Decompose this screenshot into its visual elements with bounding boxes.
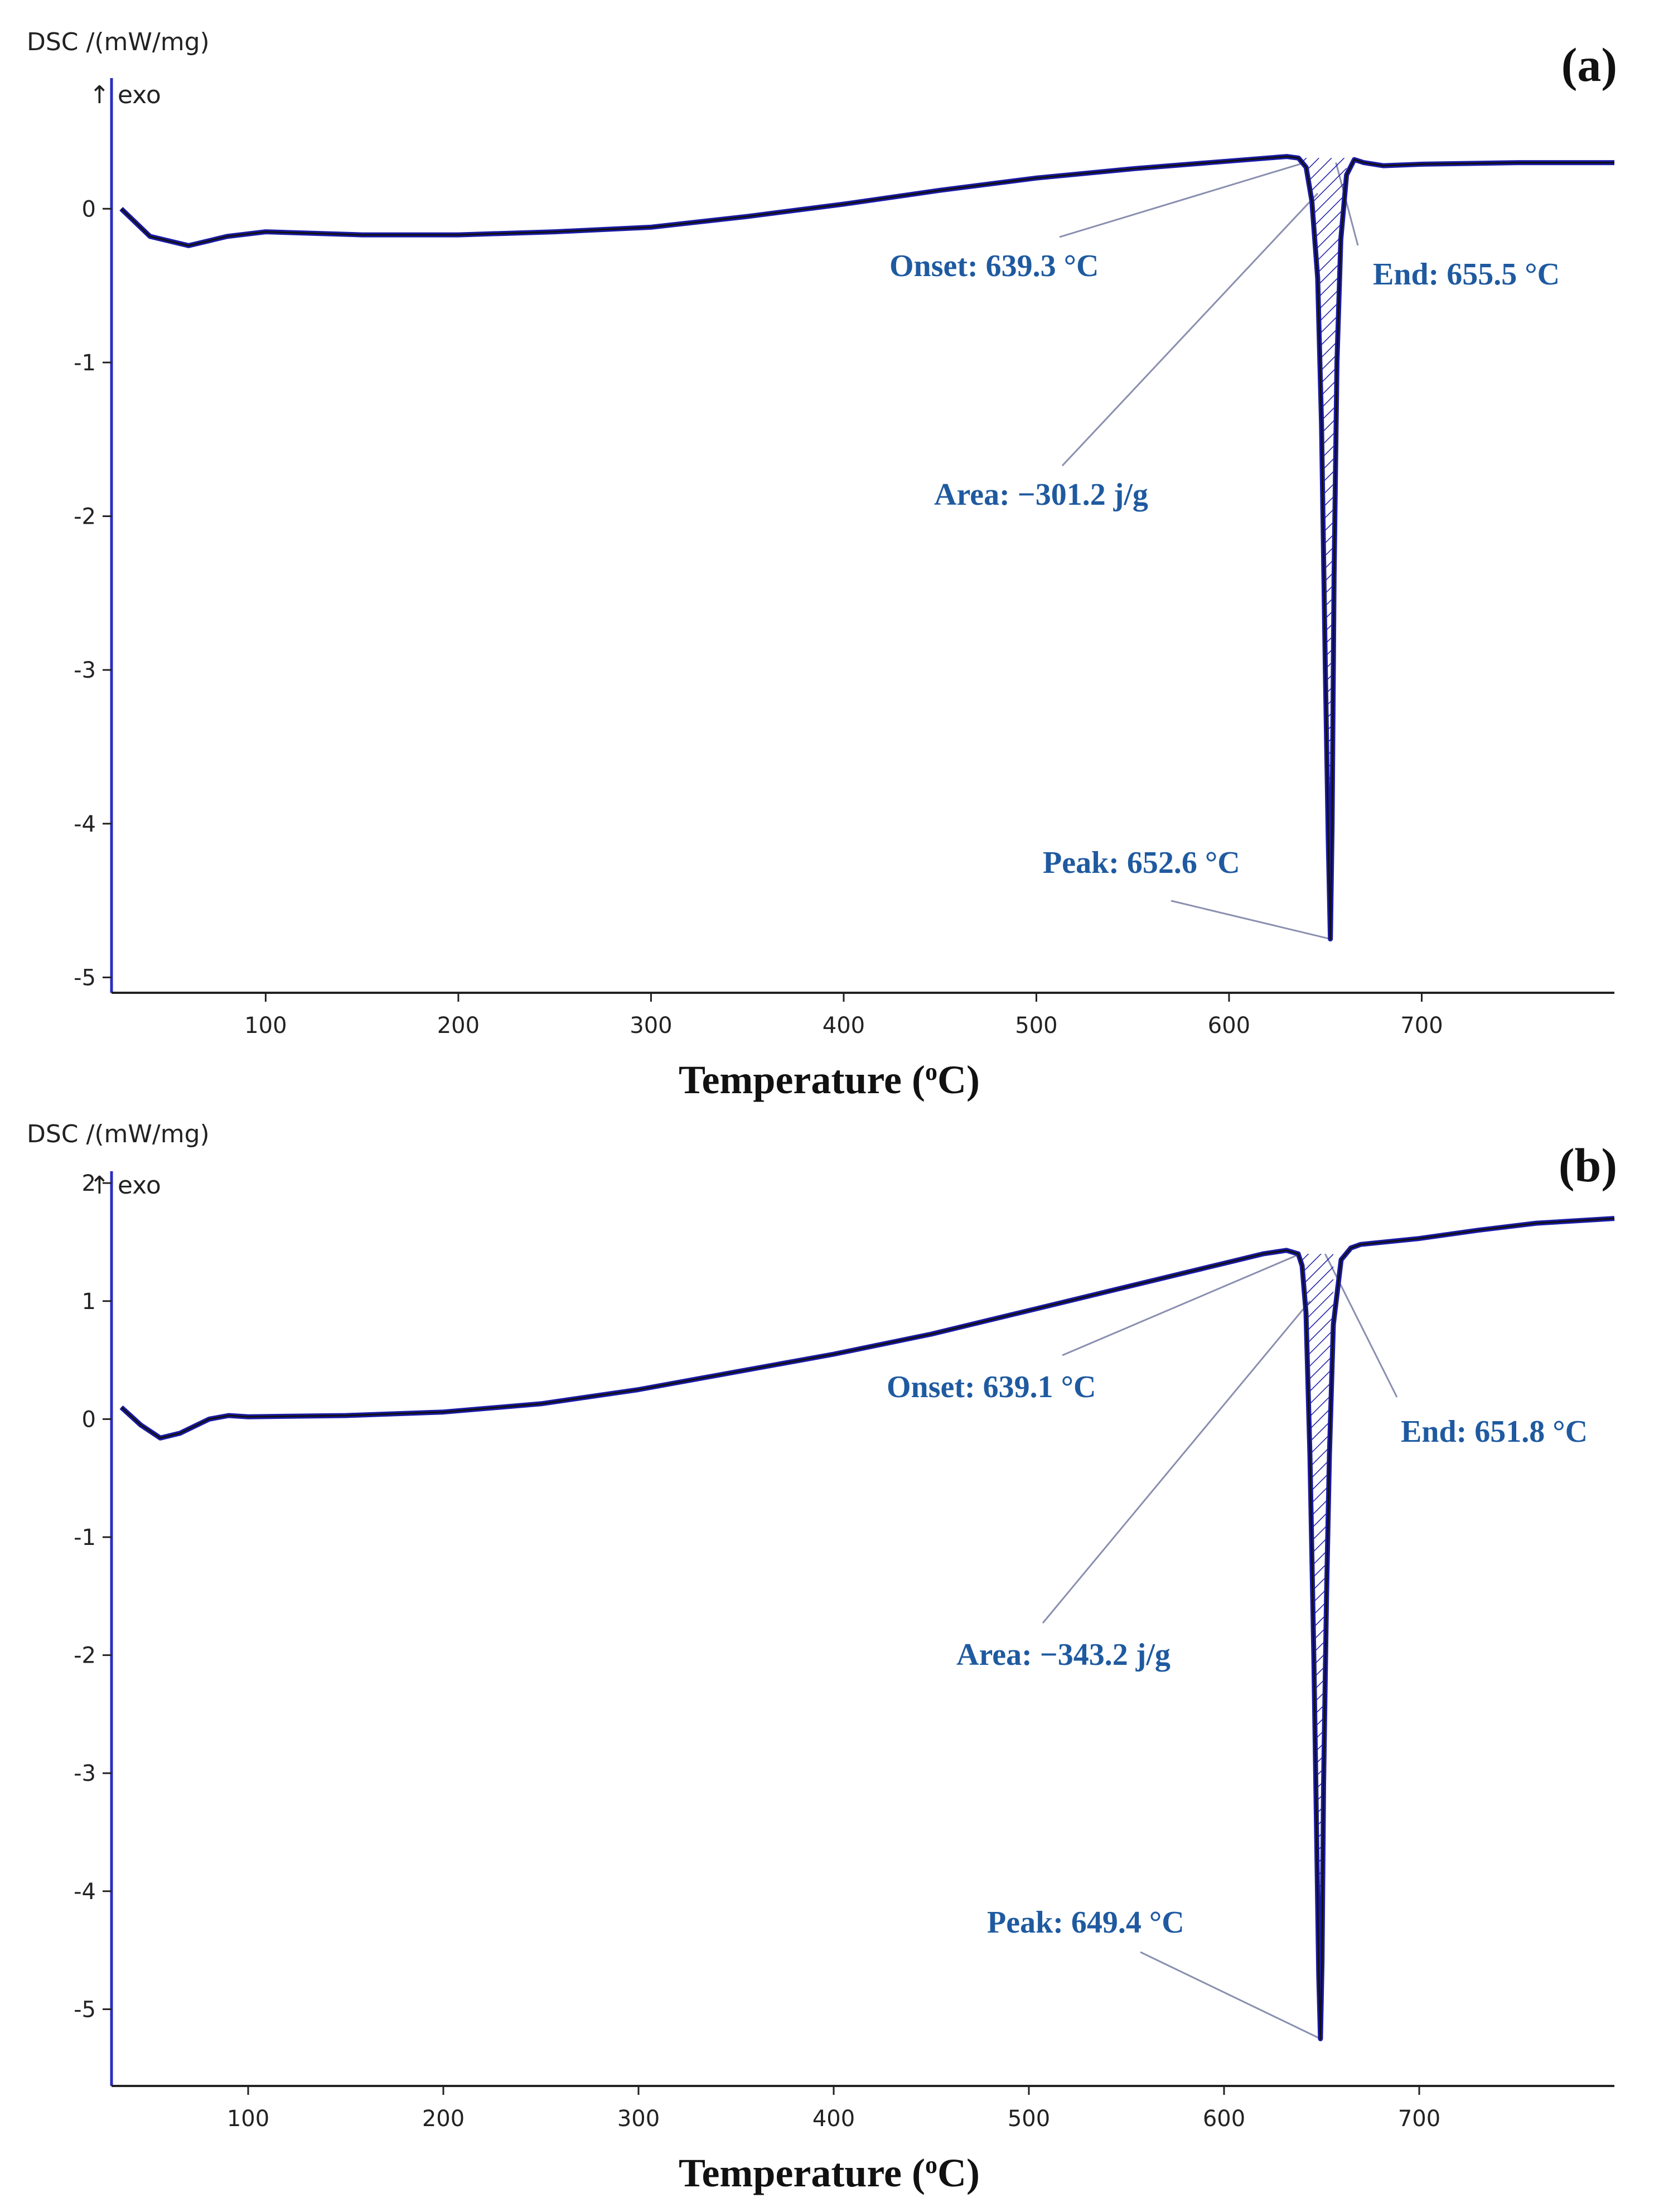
- panel-label: (b): [1559, 1138, 1617, 1192]
- annotation-leader-line: [1324, 1253, 1398, 1398]
- annotation-leader-line: [1171, 900, 1331, 940]
- panel-label: (a): [1561, 38, 1617, 91]
- x-tick-label: 400: [823, 1013, 865, 1039]
- x-tick-label: 200: [437, 1013, 480, 1039]
- y-tick-label: -5: [74, 965, 96, 991]
- annotation-label: Area: −301.2 j/g: [934, 477, 1148, 512]
- annotation-leader-line: [1061, 192, 1319, 467]
- annotation-leader-line: [1059, 162, 1305, 238]
- x-tick-label: 300: [617, 2106, 660, 2132]
- annotation-leader-line: [1042, 1300, 1311, 1624]
- y-tick-label: -2: [74, 1643, 96, 1669]
- annotation-label: Peak: 652.6 °C: [1043, 846, 1240, 880]
- y-tick-label: 0: [82, 196, 96, 222]
- x-axis-title: Temperature (oC): [679, 1057, 980, 1102]
- annotation-leader-line: [1140, 1951, 1321, 2040]
- y-axis-title: DSC /(mW/mg): [27, 28, 210, 56]
- annotation-label: Area: −343.2 j/g: [956, 1638, 1171, 1672]
- panel-a: DSC /(mW/mg) ↑ exo (a) 0 -1 -2 -3 -4 -5 100 20…: [27, 28, 1617, 1102]
- peak-area-hatch: [1298, 158, 1347, 939]
- dsc-curve-core: [120, 1218, 1615, 2040]
- y-tick-label: -5: [74, 1997, 96, 2022]
- annotation-label: End: 651.8 °C: [1401, 1414, 1588, 1449]
- x-tick-label: 200: [422, 2106, 465, 2132]
- annotation-leader-line: [1062, 1253, 1301, 1356]
- annotation-label: Onset: 639.3 °C: [889, 249, 1099, 283]
- y-tick-label: -4: [74, 1879, 96, 1905]
- y-tick-label: -1: [74, 1525, 96, 1551]
- y-tick-label: -3: [74, 658, 96, 683]
- exo-indicator: ↑ exo: [89, 1171, 161, 1200]
- annotation-label: Onset: 639.1 °C: [887, 1370, 1096, 1404]
- y-tick-label: -2: [74, 504, 96, 530]
- y-tick-label: -1: [74, 350, 96, 376]
- x-tick-label: 300: [630, 1013, 672, 1039]
- y-axis-title: DSC /(mW/mg): [27, 1120, 210, 1148]
- dsc-curve-core: [120, 156, 1614, 940]
- x-axis-title: Temperature (oC): [679, 2151, 980, 2195]
- annotation-label: Peak: 649.4 °C: [987, 1905, 1184, 1940]
- x-tick-label: 500: [1015, 1013, 1057, 1039]
- y-tick-label: -3: [74, 1761, 96, 1786]
- x-tick-label: 100: [244, 1013, 287, 1039]
- x-tick-label: 700: [1398, 2106, 1440, 2132]
- y-tick-label: -4: [74, 812, 96, 837]
- y-tick-label: 1: [82, 1289, 96, 1315]
- dsc-curve: [119, 1216, 1615, 2041]
- x-tick-label: 100: [227, 2106, 269, 2132]
- x-tick-label: 600: [1203, 2106, 1245, 2132]
- x-tick-label: 400: [812, 2106, 855, 2132]
- y-tick-label: 2: [82, 1171, 96, 1196]
- y-tick-label: 0: [82, 1407, 96, 1432]
- x-tick-label: 600: [1208, 1013, 1250, 1039]
- exo-indicator: ↑ exo: [89, 81, 161, 109]
- x-tick-label: 700: [1400, 1013, 1443, 1039]
- panel-b: DSC /(mW/mg) ↑ exo (b) 2 1 0 -1 -2 -3 -4 -5 100…: [27, 1120, 1617, 2195]
- x-tick-label: 500: [1008, 2106, 1050, 2132]
- annotation-label: End: 655.5 °C: [1373, 257, 1560, 292]
